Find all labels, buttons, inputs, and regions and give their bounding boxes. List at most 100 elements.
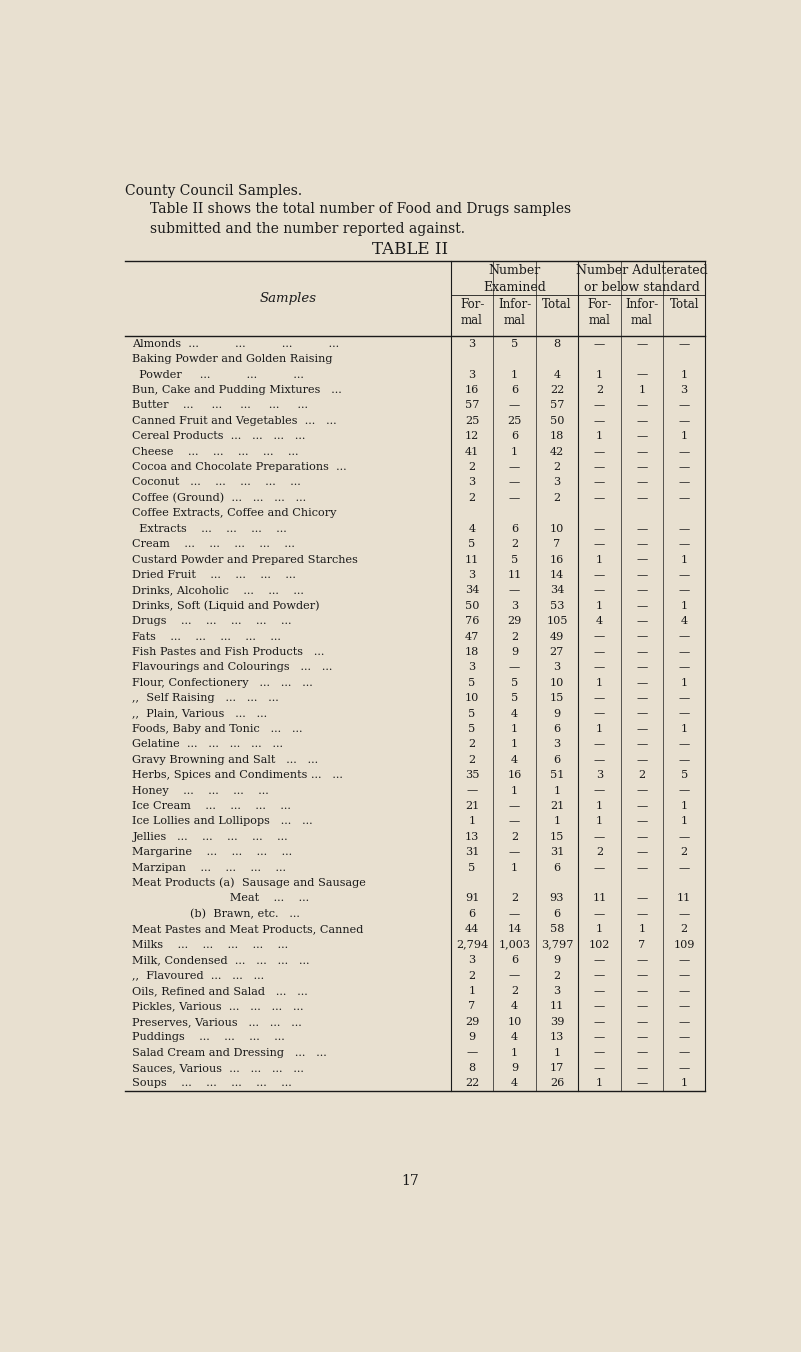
Text: 1: 1 xyxy=(596,554,603,565)
Text: Sauces, Various  ...   ...   ...   ...: Sauces, Various ... ... ... ... xyxy=(132,1063,304,1073)
Text: 1: 1 xyxy=(638,385,646,395)
Text: 2: 2 xyxy=(469,971,476,980)
Text: —: — xyxy=(594,786,605,795)
Text: 6: 6 xyxy=(511,385,518,395)
Text: 6: 6 xyxy=(469,909,476,919)
Text: (b)  Brawn, etc.   ...: (b) Brawn, etc. ... xyxy=(132,909,300,919)
Text: 1: 1 xyxy=(681,1079,688,1088)
Text: 1: 1 xyxy=(596,1079,603,1088)
Text: ,,  Flavoured  ...   ...   ...: ,, Flavoured ... ... ... xyxy=(132,971,264,980)
Text: 2: 2 xyxy=(553,462,561,472)
Text: Meat    ...    ...: Meat ... ... xyxy=(132,894,309,903)
Text: Dried Fruit    ...    ...    ...    ...: Dried Fruit ... ... ... ... xyxy=(132,571,296,580)
Text: 102: 102 xyxy=(589,940,610,949)
Text: —: — xyxy=(678,831,690,842)
Text: —: — xyxy=(636,1048,647,1057)
Text: —: — xyxy=(678,740,690,749)
Text: 11: 11 xyxy=(677,894,691,903)
Text: Infor-
mal: Infor- mal xyxy=(625,297,658,327)
Text: —: — xyxy=(636,600,647,611)
Text: —: — xyxy=(678,1063,690,1073)
Text: 3: 3 xyxy=(469,477,476,488)
Text: Total: Total xyxy=(542,297,572,311)
Text: ,,  Plain, Various   ...   ...: ,, Plain, Various ... ... xyxy=(132,708,268,718)
Text: —: — xyxy=(594,863,605,872)
Text: 15: 15 xyxy=(549,831,564,842)
Text: 14: 14 xyxy=(549,571,564,580)
Text: 34: 34 xyxy=(549,585,564,595)
Text: 2: 2 xyxy=(469,754,476,765)
Text: 12: 12 xyxy=(465,431,479,441)
Text: —: — xyxy=(636,523,647,534)
Text: —: — xyxy=(594,339,605,349)
Text: —: — xyxy=(594,462,605,472)
Text: 9: 9 xyxy=(511,648,518,657)
Text: 1: 1 xyxy=(553,1048,561,1057)
Text: Total: Total xyxy=(670,297,699,311)
Text: 3: 3 xyxy=(681,385,688,395)
Text: —: — xyxy=(678,694,690,703)
Text: —: — xyxy=(636,539,647,549)
Text: 76: 76 xyxy=(465,617,479,626)
Text: 7: 7 xyxy=(469,1002,476,1011)
Text: 6: 6 xyxy=(553,909,561,919)
Text: —: — xyxy=(636,1063,647,1073)
Text: 21: 21 xyxy=(549,800,564,811)
Text: 2: 2 xyxy=(469,462,476,472)
Text: 17: 17 xyxy=(401,1174,420,1187)
Text: 14: 14 xyxy=(507,925,521,934)
Text: Preserves, Various   ...   ...   ...: Preserves, Various ... ... ... xyxy=(132,1017,302,1026)
Text: —: — xyxy=(594,523,605,534)
Text: 3: 3 xyxy=(469,369,476,380)
Text: —: — xyxy=(636,571,647,580)
Text: 1: 1 xyxy=(681,723,688,734)
Text: 4: 4 xyxy=(511,708,518,718)
Text: —: — xyxy=(678,631,690,642)
Text: —: — xyxy=(636,909,647,919)
Text: 34: 34 xyxy=(465,585,479,595)
Text: 2: 2 xyxy=(596,385,603,395)
Text: Herbs, Spices and Condiments ...   ...: Herbs, Spices and Condiments ... ... xyxy=(132,771,344,780)
Text: 5: 5 xyxy=(469,708,476,718)
Text: 1: 1 xyxy=(469,817,476,826)
Text: 21: 21 xyxy=(465,800,479,811)
Text: —: — xyxy=(509,971,520,980)
Text: 10: 10 xyxy=(549,523,564,534)
Text: Coffee (Ground)  ...   ...   ...   ...: Coffee (Ground) ... ... ... ... xyxy=(132,492,307,503)
Text: 1: 1 xyxy=(596,817,603,826)
Text: —: — xyxy=(678,1032,690,1042)
Text: 10: 10 xyxy=(549,677,564,688)
Text: —: — xyxy=(636,462,647,472)
Text: —: — xyxy=(636,800,647,811)
Text: —: — xyxy=(636,677,647,688)
Text: —: — xyxy=(594,708,605,718)
Text: 1: 1 xyxy=(511,863,518,872)
Text: 1: 1 xyxy=(596,677,603,688)
Text: 6: 6 xyxy=(511,523,518,534)
Text: 1: 1 xyxy=(681,800,688,811)
Text: —: — xyxy=(636,431,647,441)
Text: —: — xyxy=(594,971,605,980)
Text: —: — xyxy=(636,339,647,349)
Text: 1: 1 xyxy=(681,817,688,826)
Text: 1: 1 xyxy=(596,925,603,934)
Text: —: — xyxy=(636,1017,647,1026)
Text: —: — xyxy=(678,1002,690,1011)
Text: —: — xyxy=(636,740,647,749)
Text: —: — xyxy=(636,786,647,795)
Text: 3: 3 xyxy=(511,600,518,611)
Text: —: — xyxy=(594,740,605,749)
Text: Gelatine  ...   ...   ...   ...   ...: Gelatine ... ... ... ... ... xyxy=(132,740,284,749)
Text: —: — xyxy=(594,648,605,657)
Text: Pickles, Various  ...   ...   ...   ...: Pickles, Various ... ... ... ... xyxy=(132,1002,304,1011)
Text: 16: 16 xyxy=(549,554,564,565)
Text: 5: 5 xyxy=(469,723,476,734)
Text: 1: 1 xyxy=(511,1048,518,1057)
Text: 13: 13 xyxy=(549,1032,564,1042)
Text: Coconut   ...    ...    ...    ...    ...: Coconut ... ... ... ... ... xyxy=(132,477,301,488)
Text: 22: 22 xyxy=(549,385,564,395)
Text: Flour, Confectionery   ...   ...   ...: Flour, Confectionery ... ... ... xyxy=(132,677,313,688)
Text: 57: 57 xyxy=(465,400,479,411)
Text: —: — xyxy=(594,909,605,919)
Text: —: — xyxy=(636,446,647,457)
